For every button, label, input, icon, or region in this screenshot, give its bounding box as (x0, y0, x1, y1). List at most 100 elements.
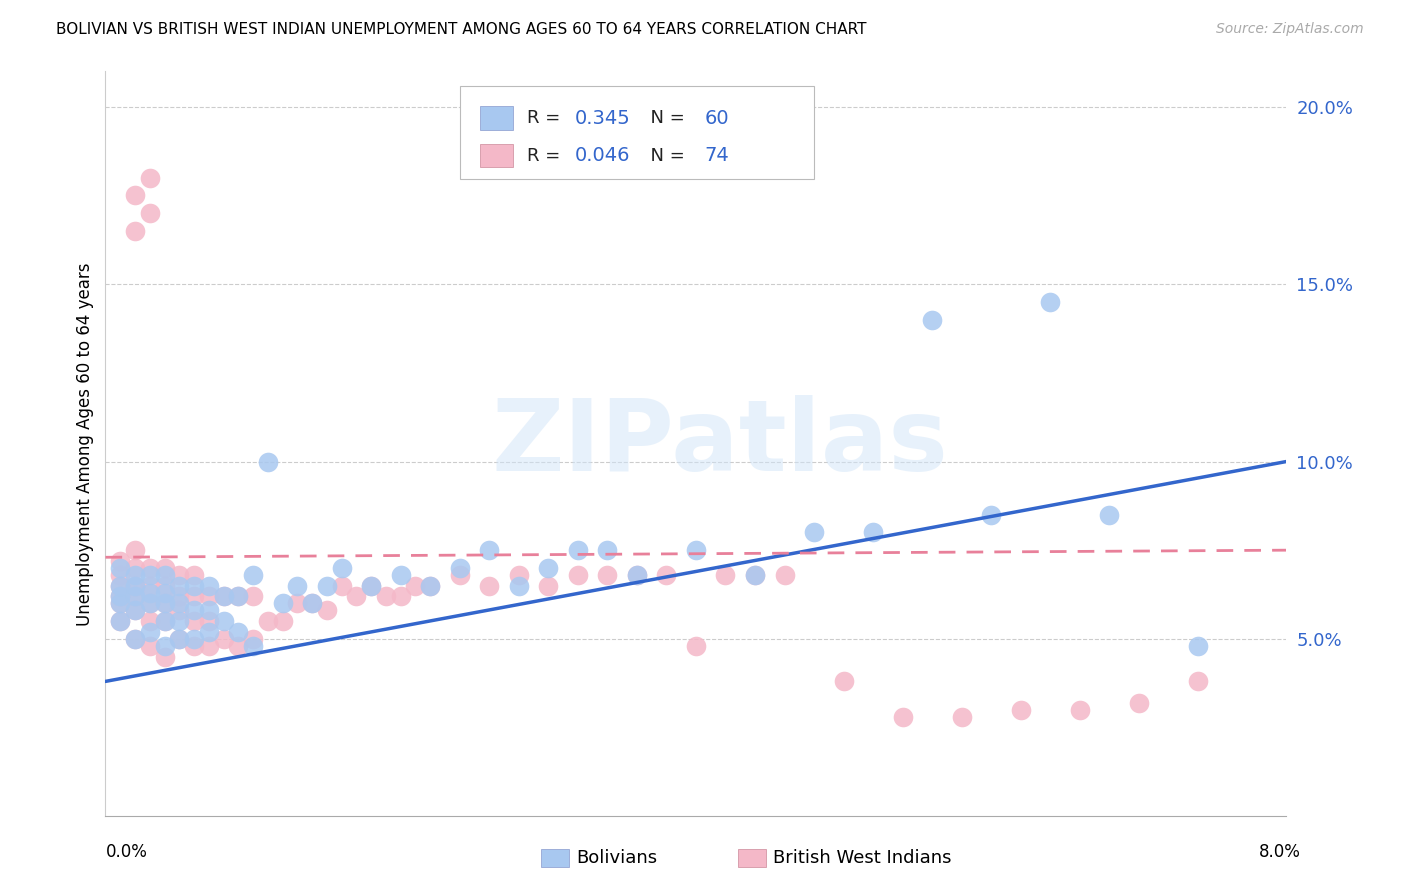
Point (138, 639, 162, 653)
Point (110, 579, 132, 593)
Point (153, 579, 176, 593)
Text: 0.046: 0.046 (574, 146, 630, 165)
Point (744, 568, 766, 582)
Point (110, 554, 132, 568)
Point (197, 639, 219, 653)
Point (1069, 703, 1091, 717)
Point (153, 586, 176, 600)
Point (197, 589, 219, 603)
Point (124, 568, 146, 582)
Point (138, 624, 162, 639)
Point (124, 561, 146, 575)
Point (169, 596, 191, 610)
Point (478, 543, 501, 558)
Point (212, 614, 235, 628)
Text: N =: N = (640, 146, 690, 164)
Point (169, 632, 191, 646)
Point (110, 589, 132, 603)
Point (197, 614, 219, 628)
Point (315, 603, 337, 617)
Text: Source: ZipAtlas.com: Source: ZipAtlas.com (1216, 22, 1364, 37)
Point (271, 614, 294, 628)
FancyBboxPatch shape (479, 106, 513, 130)
Point (567, 568, 589, 582)
Point (169, 568, 191, 582)
Point (301, 596, 323, 610)
Point (153, 568, 176, 582)
Point (537, 561, 560, 575)
Point (271, 596, 294, 610)
Point (655, 568, 678, 582)
Point (389, 589, 412, 603)
Point (169, 589, 191, 603)
Point (360, 579, 382, 593)
Point (921, 312, 943, 326)
Point (389, 568, 412, 582)
Point (330, 579, 353, 593)
Point (405, 579, 427, 593)
Point (169, 632, 191, 646)
Point (183, 614, 205, 628)
Point (124, 632, 146, 646)
Point (803, 525, 825, 540)
Point (301, 596, 323, 610)
Point (110, 568, 132, 582)
Text: R =: R = (527, 146, 567, 164)
Text: N =: N = (640, 110, 690, 128)
Point (419, 579, 441, 593)
Point (449, 561, 471, 575)
Point (124, 603, 146, 617)
Point (891, 710, 914, 724)
Point (153, 561, 176, 575)
Text: Bolivians: Bolivians (576, 849, 658, 867)
Text: R =: R = (527, 110, 567, 128)
Point (183, 589, 205, 603)
Point (1187, 674, 1209, 689)
Y-axis label: Unemployment Among Ages 60 to 64 years: Unemployment Among Ages 60 to 64 years (76, 262, 94, 625)
Point (419, 579, 441, 593)
Point (124, 589, 146, 603)
Point (110, 596, 132, 610)
Point (110, 561, 132, 575)
Point (1039, 294, 1062, 309)
Text: 8.0%: 8.0% (1258, 843, 1301, 861)
Point (596, 543, 619, 558)
Point (110, 589, 132, 603)
Point (567, 543, 589, 558)
Point (1187, 639, 1209, 653)
Point (212, 589, 235, 603)
Point (212, 589, 235, 603)
Point (287, 596, 309, 610)
Point (537, 579, 560, 593)
Point (980, 508, 1002, 522)
Point (138, 170, 162, 185)
Point (228, 589, 250, 603)
Point (449, 568, 471, 582)
Point (832, 674, 855, 689)
Point (183, 568, 205, 582)
Point (183, 579, 205, 593)
Text: British West Indians: British West Indians (773, 849, 952, 867)
Text: 0.345: 0.345 (574, 109, 630, 128)
Point (124, 543, 146, 558)
Point (183, 632, 205, 646)
Point (110, 596, 132, 610)
Point (153, 614, 176, 628)
Point (1128, 696, 1150, 710)
Point (287, 579, 309, 593)
Point (242, 632, 264, 646)
Point (110, 579, 132, 593)
Point (714, 568, 737, 582)
Point (124, 603, 146, 617)
Point (508, 579, 530, 593)
Point (153, 596, 176, 610)
Point (138, 561, 162, 575)
Text: 0.0%: 0.0% (105, 843, 148, 861)
Point (153, 639, 176, 653)
Point (124, 589, 146, 603)
Point (862, 525, 884, 540)
Point (242, 568, 264, 582)
Point (360, 579, 382, 593)
Point (228, 639, 250, 653)
Point (138, 586, 162, 600)
